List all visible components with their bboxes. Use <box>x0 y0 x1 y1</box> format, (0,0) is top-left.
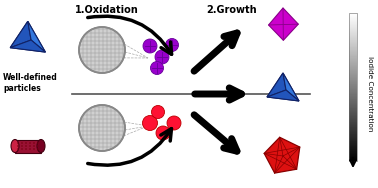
Bar <box>15 139 41 152</box>
Circle shape <box>79 27 125 73</box>
Circle shape <box>29 142 31 144</box>
Text: 2.Growth: 2.Growth <box>207 5 257 15</box>
Text: Well-defined
particles: Well-defined particles <box>3 73 58 93</box>
Circle shape <box>143 115 158 130</box>
Circle shape <box>167 116 181 130</box>
Circle shape <box>17 148 19 150</box>
Circle shape <box>29 148 31 150</box>
Circle shape <box>17 142 19 144</box>
Circle shape <box>33 142 35 144</box>
Ellipse shape <box>37 139 45 152</box>
Circle shape <box>21 145 23 147</box>
Circle shape <box>33 145 35 147</box>
Circle shape <box>37 148 39 150</box>
Circle shape <box>155 50 169 64</box>
Polygon shape <box>264 137 300 173</box>
Circle shape <box>152 105 164 118</box>
Circle shape <box>25 148 27 150</box>
Circle shape <box>150 61 164 74</box>
Polygon shape <box>10 21 31 48</box>
Circle shape <box>143 39 157 53</box>
Ellipse shape <box>11 139 19 152</box>
Bar <box>349 13 357 161</box>
Polygon shape <box>283 73 299 101</box>
Polygon shape <box>10 21 45 52</box>
Circle shape <box>37 142 39 144</box>
Polygon shape <box>267 73 286 97</box>
Circle shape <box>21 142 23 144</box>
Circle shape <box>25 142 27 144</box>
Circle shape <box>17 145 19 147</box>
Circle shape <box>21 148 23 150</box>
Text: 1.Oxidation: 1.Oxidation <box>75 5 139 15</box>
Circle shape <box>79 105 125 151</box>
Circle shape <box>156 126 170 140</box>
Circle shape <box>25 145 27 147</box>
Circle shape <box>37 145 39 147</box>
Text: Iodide Concentration: Iodide Concentration <box>367 56 373 132</box>
Circle shape <box>33 148 35 150</box>
Polygon shape <box>10 40 45 52</box>
Circle shape <box>166 39 178 52</box>
Polygon shape <box>267 73 299 101</box>
Polygon shape <box>267 90 299 101</box>
Polygon shape <box>28 21 45 52</box>
Circle shape <box>29 145 31 147</box>
Polygon shape <box>268 8 298 40</box>
